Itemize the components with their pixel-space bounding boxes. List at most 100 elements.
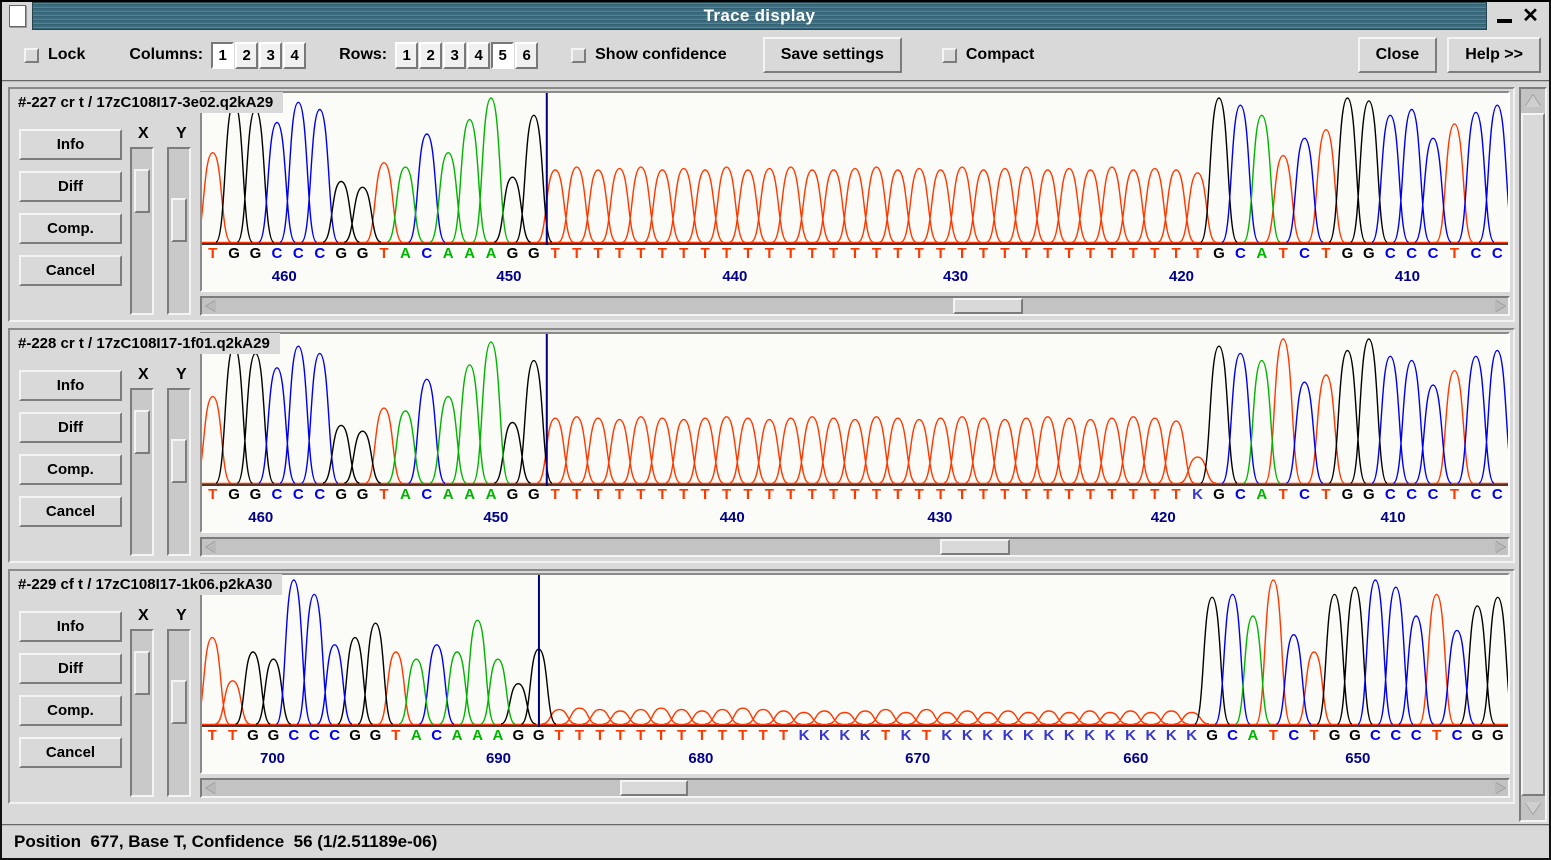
- info-button[interactable]: Info: [19, 370, 122, 401]
- diff-button[interactable]: Diff: [19, 412, 122, 443]
- columns-button-1[interactable]: 1: [211, 42, 234, 69]
- info-button[interactable]: Info: [19, 129, 122, 160]
- vertical-scrollbar[interactable]: [1519, 87, 1547, 822]
- minimize-button[interactable]: [1497, 19, 1512, 23]
- base-calls-row: TTGGCCCGGTACAAAGGTTTTTTTTTTTTKKKKTKTKKKK…: [202, 727, 1508, 750]
- y-scale-slider-thumb[interactable]: [171, 439, 187, 483]
- close-window-button[interactable]: ✕: [1522, 6, 1539, 26]
- scroll-right-button[interactable]: [1491, 539, 1508, 555]
- rows-button-5[interactable]: 5: [491, 42, 514, 69]
- base-call: G: [1363, 486, 1375, 503]
- horizontal-scrollbar[interactable]: [200, 778, 1510, 798]
- y-scale-slider[interactable]: [167, 147, 191, 315]
- x-scale-slider[interactable]: [130, 388, 154, 556]
- base-call: T: [1086, 245, 1095, 262]
- base-call: T: [595, 727, 604, 744]
- horizontal-scrollbar-track[interactable]: [219, 539, 1491, 555]
- x-scale-slider-thumb[interactable]: [134, 410, 150, 454]
- rows-button-3[interactable]: 3: [443, 42, 466, 69]
- rows-button-1[interactable]: 1: [395, 42, 418, 69]
- horizontal-scrollbar-thumb[interactable]: [953, 298, 1023, 314]
- chromatogram-trace[interactable]: [202, 575, 1508, 727]
- rows-button-2[interactable]: 2: [419, 42, 442, 69]
- horizontal-scrollbar[interactable]: [200, 296, 1510, 316]
- scroll-up-button[interactable]: [1521, 89, 1545, 113]
- diff-button[interactable]: Diff: [19, 171, 122, 202]
- base-call: T: [208, 727, 217, 744]
- chromatogram-area[interactable]: TGGCCCGGTACAAAGGTTTTTTTTTTTTTTTTTTTTTTTT…: [200, 332, 1510, 533]
- arrow-right-icon: [1495, 541, 1505, 553]
- chromatogram-trace[interactable]: [202, 93, 1508, 245]
- base-call: K: [1145, 727, 1156, 744]
- x-scale-slider[interactable]: [130, 629, 154, 797]
- save-settings-button[interactable]: Save settings: [763, 37, 902, 73]
- cancel-button[interactable]: Cancel: [19, 255, 122, 286]
- base-call: C: [431, 727, 442, 744]
- base-call: T: [829, 245, 838, 262]
- columns-button-3[interactable]: 3: [259, 42, 282, 69]
- close-button[interactable]: Close: [1358, 37, 1438, 73]
- cancel-button[interactable]: Cancel: [19, 496, 122, 527]
- rows-button-4[interactable]: 4: [467, 42, 490, 69]
- base-call: T: [1107, 486, 1116, 503]
- base-call: T: [1065, 245, 1074, 262]
- base-call: T: [743, 245, 752, 262]
- show-confidence-checkbox[interactable]: [571, 48, 586, 63]
- base-call: T: [786, 486, 795, 503]
- x-scale-slider[interactable]: [130, 147, 154, 315]
- scroll-left-button[interactable]: [202, 539, 219, 555]
- base-call: C: [421, 486, 432, 503]
- titlebar-drag-area[interactable]: Trace display: [32, 2, 1487, 30]
- comp-button[interactable]: Comp.: [19, 213, 122, 244]
- cancel-button[interactable]: Cancel: [19, 737, 122, 768]
- scroll-left-button[interactable]: [202, 298, 219, 314]
- help-button[interactable]: Help >>: [1447, 37, 1541, 73]
- chromatogram-area[interactable]: TGGCCCGGTACAAAGGTTTTTTTTTTTTTTTTTTTTTTTT…: [200, 91, 1510, 292]
- horizontal-scrollbar-track[interactable]: [219, 298, 1491, 314]
- horizontal-scrollbar-track[interactable]: [219, 780, 1491, 796]
- scroll-right-button[interactable]: [1491, 780, 1508, 796]
- y-scale-slider-thumb[interactable]: [171, 198, 187, 242]
- comp-button[interactable]: Comp.: [19, 454, 122, 485]
- base-call: T: [743, 486, 752, 503]
- chromatogram-area[interactable]: TTGGCCCGGTACAAAGGTTTTTTTTTTTTKKKKTKTKKKK…: [200, 573, 1510, 774]
- base-call: T: [915, 245, 924, 262]
- vertical-scrollbar-thumb[interactable]: [1521, 113, 1545, 796]
- base-call: G: [512, 727, 524, 744]
- lock-checkbox[interactable]: [24, 48, 39, 63]
- base-call: T: [1129, 486, 1138, 503]
- base-call: T: [893, 486, 902, 503]
- columns-button-2[interactable]: 2: [235, 42, 258, 69]
- comp-button[interactable]: Comp.: [19, 695, 122, 726]
- y-scale-slider[interactable]: [167, 629, 191, 797]
- base-call: K: [1166, 727, 1177, 744]
- rows-button-6[interactable]: 6: [515, 42, 538, 69]
- vertical-scrollbar-track[interactable]: [1521, 113, 1545, 796]
- trace-title: #-227 cr t / 17zC108I17-3e02.q2kA29: [16, 92, 283, 113]
- compact-checkbox[interactable]: [942, 48, 957, 63]
- horizontal-scrollbar-thumb[interactable]: [620, 780, 689, 796]
- scroll-left-button[interactable]: [202, 780, 219, 796]
- diff-button[interactable]: Diff: [19, 653, 122, 684]
- x-scale-slider-thumb[interactable]: [134, 169, 150, 213]
- base-call: G: [228, 245, 240, 262]
- window-menu[interactable]: [2, 2, 32, 30]
- chromatogram-trace[interactable]: [202, 334, 1508, 486]
- base-call: T: [850, 245, 859, 262]
- columns-button-4[interactable]: 4: [283, 42, 306, 69]
- base-call: C: [1235, 486, 1246, 503]
- base-call: T: [829, 486, 838, 503]
- y-scale-slider[interactable]: [167, 388, 191, 556]
- base-call: T: [1065, 486, 1074, 503]
- base-call: A: [1248, 727, 1259, 744]
- horizontal-scrollbar[interactable]: [200, 537, 1510, 557]
- horizontal-scrollbar-thumb[interactable]: [940, 539, 1010, 555]
- x-scale-slider-thumb[interactable]: [134, 651, 150, 695]
- base-call: T: [615, 245, 624, 262]
- scroll-down-button[interactable]: [1521, 796, 1545, 820]
- base-call: T: [636, 727, 645, 744]
- y-scale-slider-thumb[interactable]: [171, 680, 187, 724]
- info-button[interactable]: Info: [19, 611, 122, 642]
- base-call: K: [839, 727, 850, 744]
- scroll-right-button[interactable]: [1491, 298, 1508, 314]
